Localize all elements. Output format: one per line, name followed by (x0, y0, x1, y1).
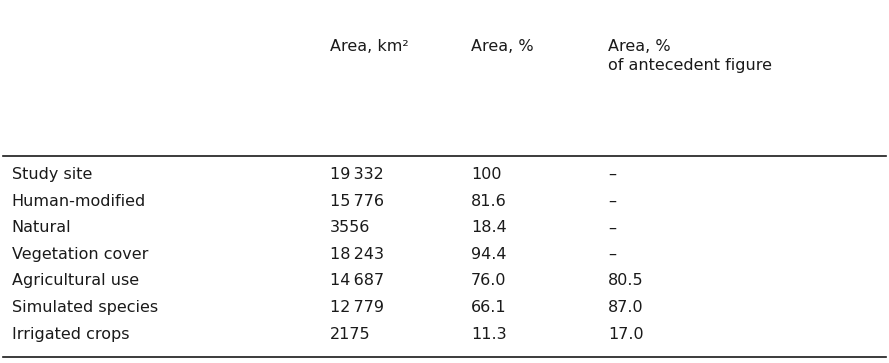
Text: 100: 100 (471, 167, 501, 182)
Text: 81.6: 81.6 (471, 194, 507, 209)
Text: –: – (608, 194, 616, 209)
Text: 76.0: 76.0 (471, 273, 507, 289)
Text: Vegetation cover: Vegetation cover (12, 247, 148, 262)
Text: 19 332: 19 332 (330, 167, 383, 182)
Text: 15 776: 15 776 (330, 194, 384, 209)
Text: 18.4: 18.4 (471, 220, 507, 235)
Text: Area, %
of antecedent figure: Area, % of antecedent figure (608, 38, 772, 73)
Text: Natural: Natural (12, 220, 71, 235)
Text: Area, km²: Area, km² (330, 38, 408, 53)
Text: 66.1: 66.1 (471, 300, 507, 315)
Text: 94.4: 94.4 (471, 247, 507, 262)
Text: 11.3: 11.3 (471, 327, 507, 342)
Text: Irrigated crops: Irrigated crops (12, 327, 129, 342)
Text: Area, %: Area, % (471, 38, 533, 53)
Text: 87.0: 87.0 (608, 300, 644, 315)
Text: –: – (608, 167, 616, 182)
Text: Study site: Study site (12, 167, 92, 182)
Text: Agricultural use: Agricultural use (12, 273, 139, 289)
Text: 80.5: 80.5 (608, 273, 644, 289)
Text: 3556: 3556 (330, 220, 370, 235)
Text: 17.0: 17.0 (608, 327, 644, 342)
Text: Simulated species: Simulated species (12, 300, 157, 315)
Text: 18 243: 18 243 (330, 247, 384, 262)
Text: 12 779: 12 779 (330, 300, 384, 315)
Text: –: – (608, 220, 616, 235)
Text: 2175: 2175 (330, 327, 371, 342)
Text: –: – (608, 247, 616, 262)
Text: 14 687: 14 687 (330, 273, 384, 289)
Text: Human-modified: Human-modified (12, 194, 146, 209)
